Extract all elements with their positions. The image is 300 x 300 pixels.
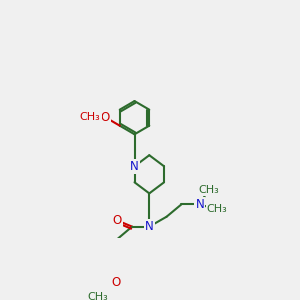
Text: CH₃: CH₃ [87,292,108,300]
Text: CH₃: CH₃ [207,204,227,214]
Text: O: O [111,275,121,289]
Text: O: O [113,214,122,227]
Text: N: N [195,198,204,211]
Text: CH₃: CH₃ [80,112,101,122]
Text: CH₃: CH₃ [198,185,219,195]
Text: O: O [100,111,110,124]
Text: N: N [145,220,154,233]
Text: N: N [130,160,139,173]
